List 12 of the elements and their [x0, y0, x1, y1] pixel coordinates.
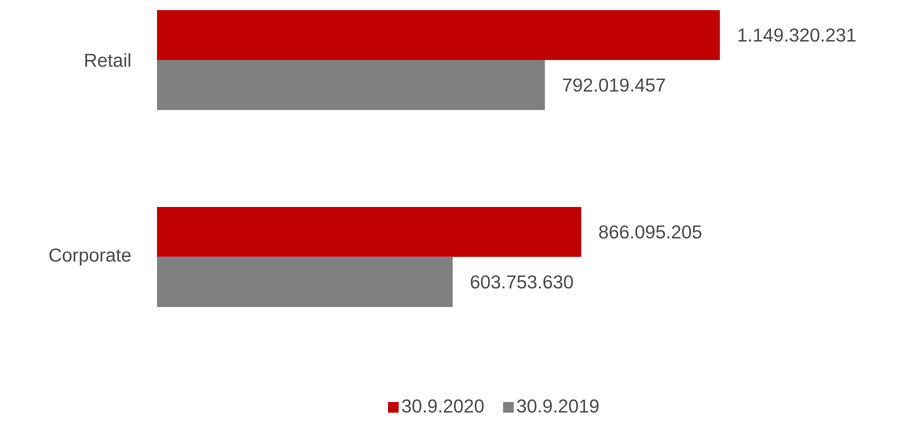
bar — [157, 60, 545, 110]
bar — [157, 207, 582, 258]
y-tick-label: Retail — [85, 53, 130, 68]
bar — [157, 10, 720, 60]
data-label: 866.095.205 — [599, 226, 702, 239]
data-label: 603.753.630 — [470, 276, 573, 289]
data-label: 792.019.457 — [563, 78, 665, 92]
legend-label: 30.9.2020 — [402, 400, 484, 413]
legend-label: 30.9.2019 — [517, 400, 599, 413]
data-label: 1.149.320.231 — [738, 28, 856, 42]
y-tick-label: Corporate — [49, 248, 131, 266]
bar — [157, 257, 453, 308]
